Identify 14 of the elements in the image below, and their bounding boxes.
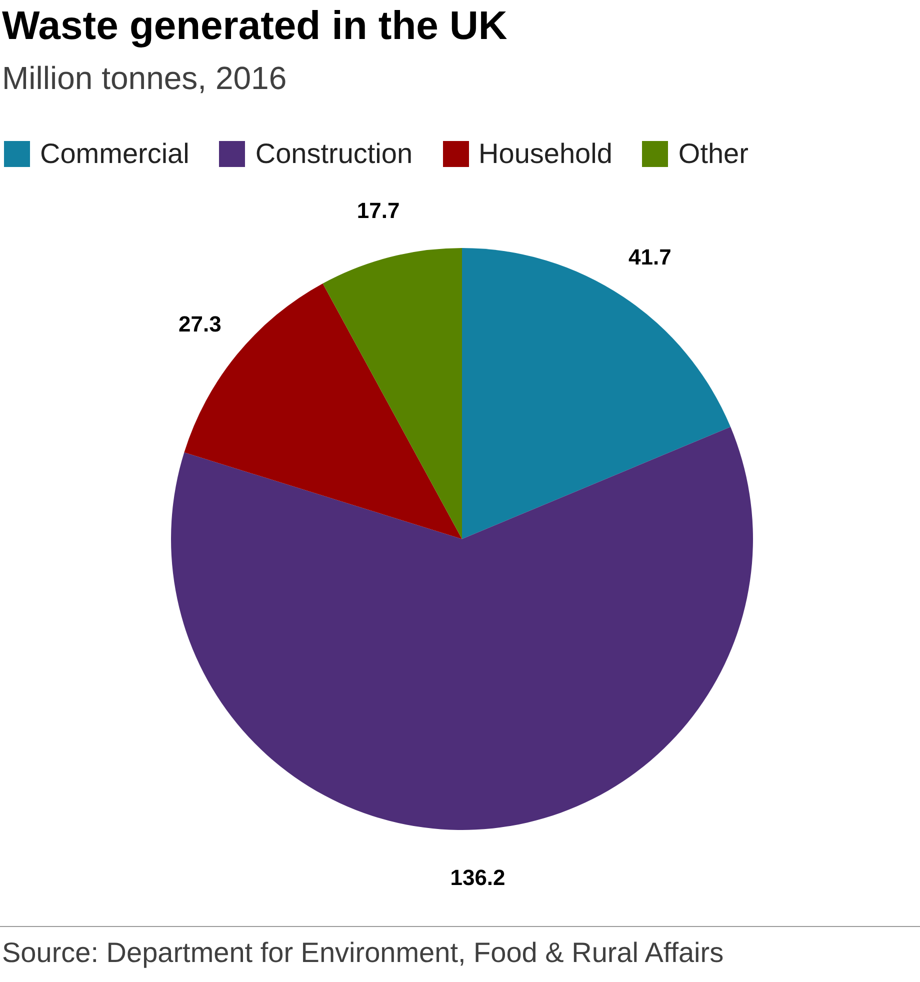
legend-label: Construction (255, 138, 413, 170)
legend-label: Other (678, 138, 748, 170)
chart-subtitle: Million tonnes, 2016 (1, 59, 288, 98)
pie-slice (171, 426, 753, 830)
data-label: 17.7 (356, 198, 400, 223)
legend-label: Commercial (40, 138, 190, 170)
data-label: 27.3 (178, 311, 222, 336)
legend-label: Household (478, 138, 612, 170)
source-note: Source: Department for Environment, Food & Rural Affairs (0, 926, 920, 969)
data-label: 41.7 (628, 244, 672, 270)
chart-title: Waste generated in the UK (1, 3, 508, 48)
pie-slice (322, 248, 462, 539)
pie-slice (462, 248, 731, 539)
data-label: 136.2 (450, 865, 506, 890)
